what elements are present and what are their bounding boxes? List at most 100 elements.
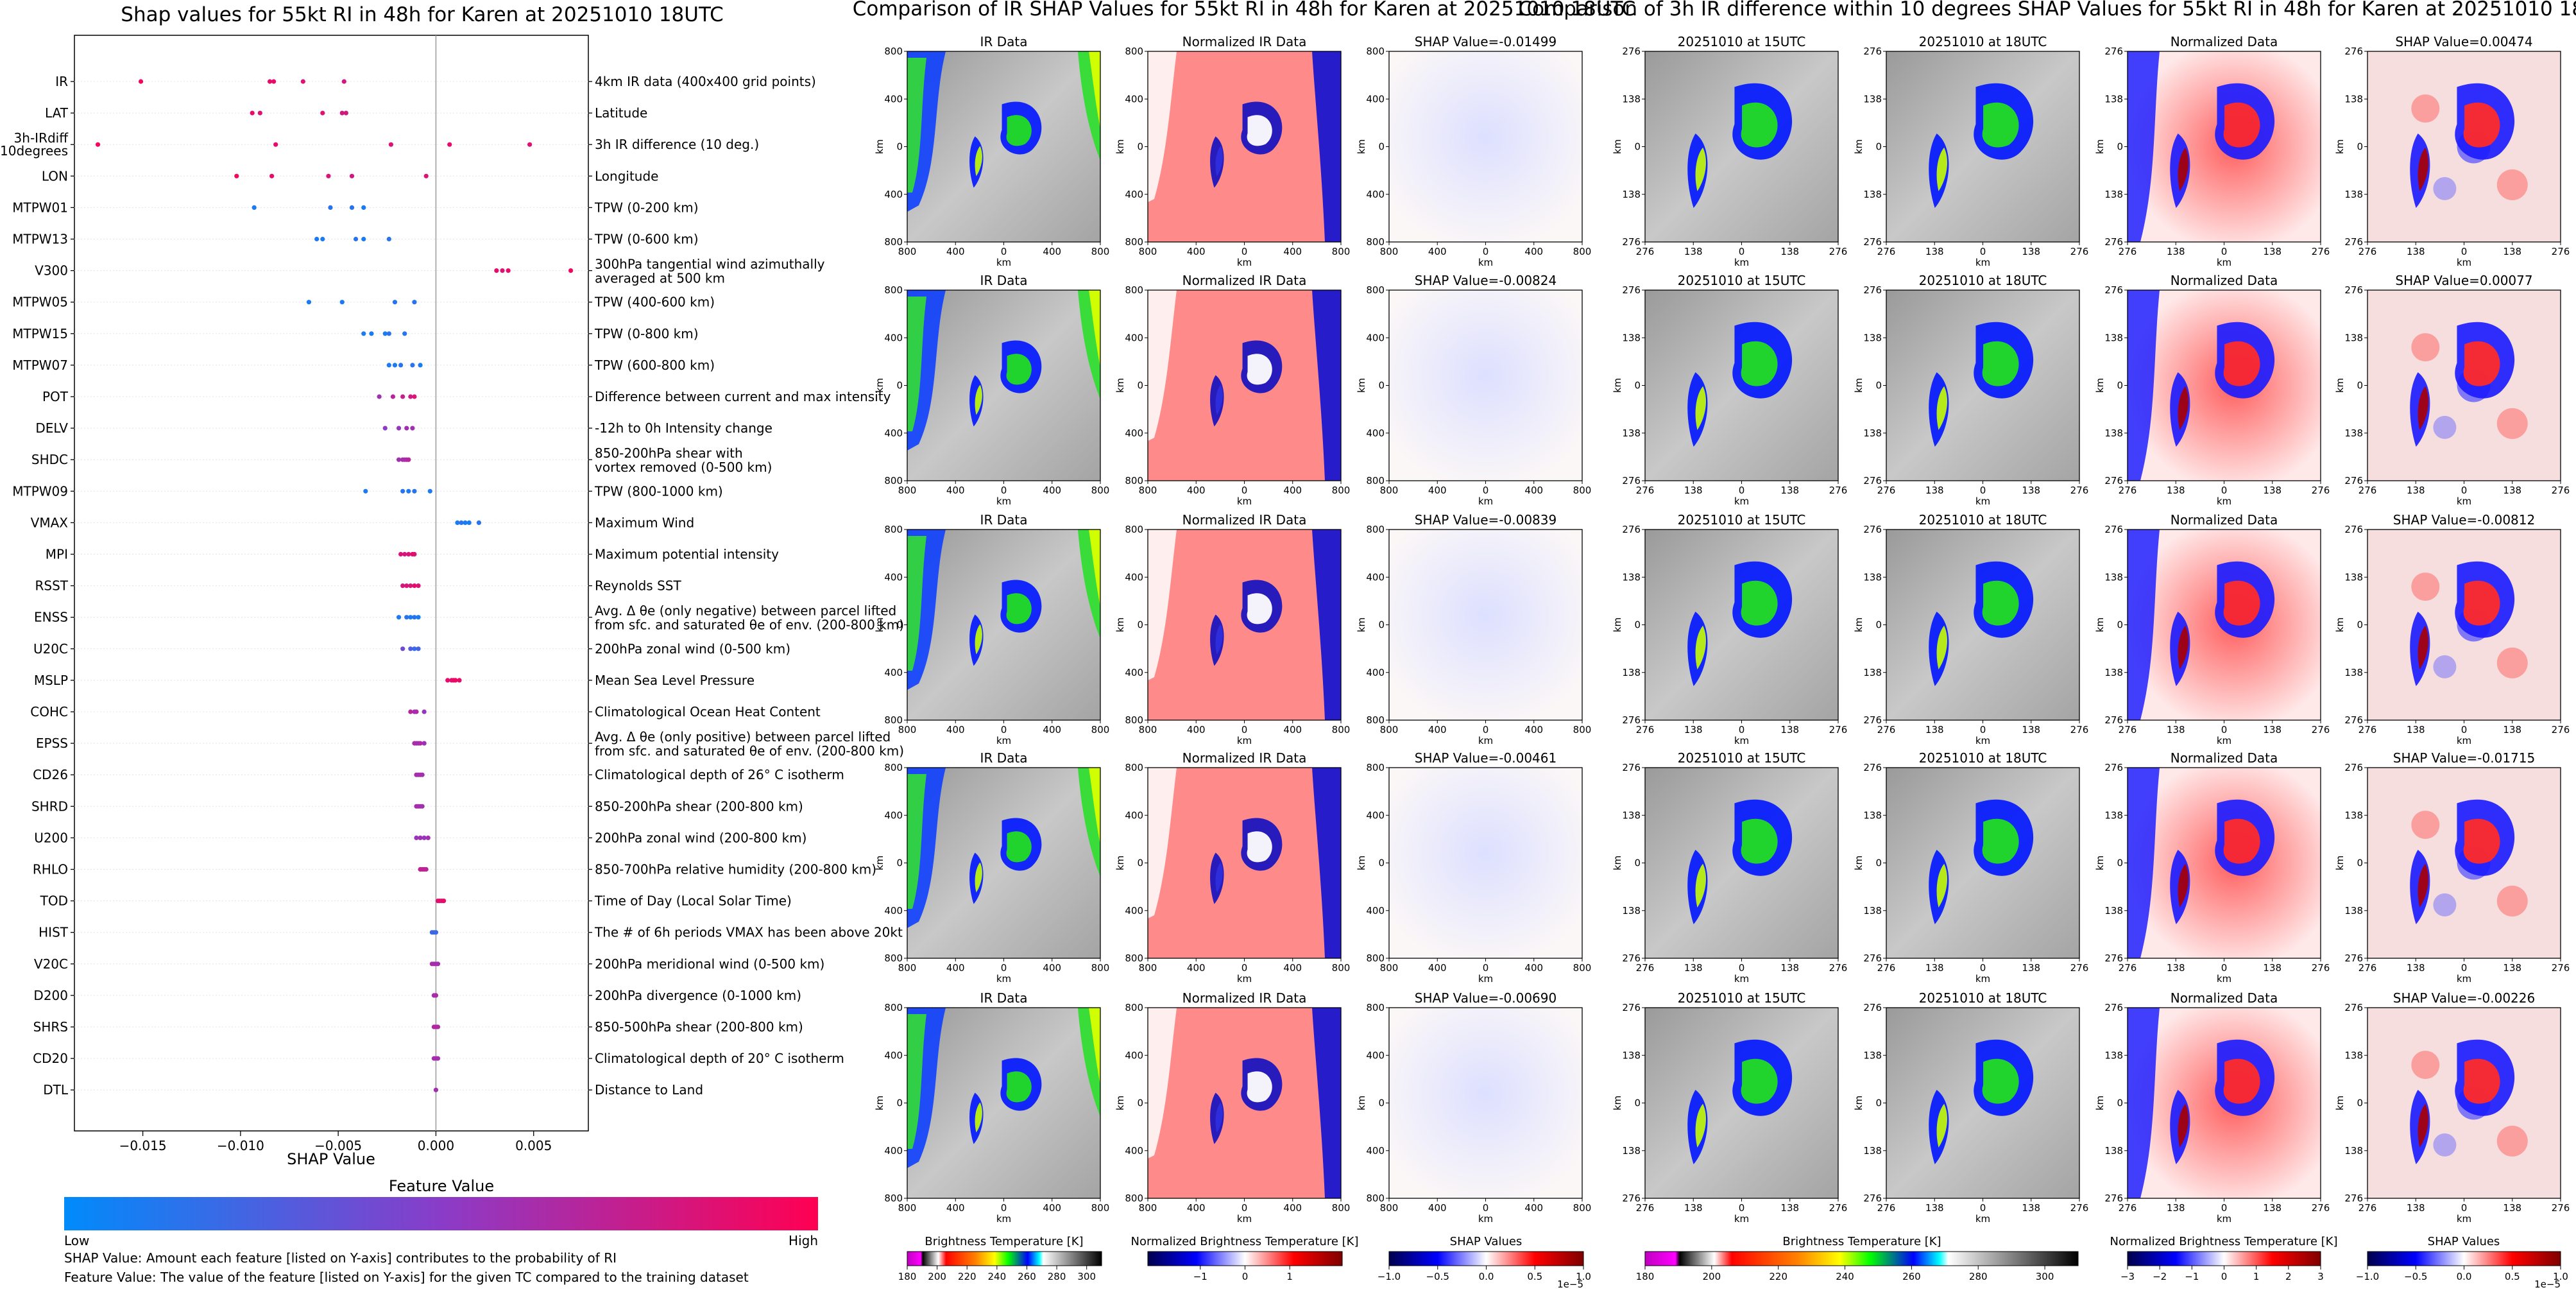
x-axis-label: SHAP Value <box>287 1150 375 1168</box>
x-tick-label: 800 <box>1139 1202 1157 1214</box>
y-axis-label: km <box>2094 1096 2106 1110</box>
y-tick-label: 138 <box>1622 93 1641 105</box>
y-tick-label: 800 <box>1366 714 1385 726</box>
y-tick-label: 276 <box>1622 46 1641 57</box>
x-tick-label: 800 <box>1380 246 1399 257</box>
colorbar-tick-label: 0.5 <box>1527 1271 1542 1282</box>
y-tick-label: 138 <box>1863 1049 1882 1061</box>
feature-code-label: MTPW07 <box>12 357 68 373</box>
x-tick-label: 400 <box>1524 246 1543 257</box>
colorbar-tick-label: 180 <box>898 1271 917 1282</box>
feature-code-label: MTPW15 <box>12 326 68 341</box>
y-axis-label: km <box>1612 1096 1623 1110</box>
y-tick-label: 138 <box>2104 667 2123 678</box>
shap-point <box>463 520 468 526</box>
x-tick-label: 0 <box>2221 246 2228 257</box>
feature-definition-note: Feature Value: The value of the feature … <box>64 1270 749 1285</box>
x-tick-label: 800 <box>898 724 917 736</box>
x-tick-label: 800 <box>1139 962 1157 974</box>
feature-value-colorbar <box>64 1197 818 1230</box>
shap-point <box>320 110 325 116</box>
shap-point <box>300 79 305 84</box>
shap-point <box>353 236 359 242</box>
shap-point <box>377 394 382 399</box>
map-panel-shapA: SHAP Value=-0.01499800800400400004004008… <box>1356 34 1591 268</box>
x-axis-label: km <box>1734 1213 1749 1225</box>
y-axis-label: km <box>1853 617 1864 632</box>
feature-description-label: 850-700hPa relative humidity (200-800 km… <box>595 862 876 877</box>
colorbar-tick-label: 0 <box>2221 1271 2228 1282</box>
feature-code-label: MTPW01 <box>12 200 68 215</box>
x-tick-label: 276 <box>2552 246 2570 257</box>
y-tick-label: 276 <box>1863 284 1882 296</box>
y-tick-label: 400 <box>1366 571 1385 583</box>
y-axis-label: km <box>2334 1096 2346 1110</box>
y-tick-label: 800 <box>884 236 903 248</box>
x-tick-label: 276 <box>2070 1202 2089 1214</box>
x-tick-label: 0 <box>1483 962 1489 974</box>
x-axis-label: km <box>1734 973 1749 985</box>
y-tick-label: 276 <box>2344 714 2363 726</box>
y-tick-label: 800 <box>1366 762 1385 773</box>
map-panel-t15: 20251010 at 15UTC27627613813800138138276… <box>1612 750 1847 985</box>
y-tick-label: 276 <box>1863 46 1882 57</box>
feature-description-label: 3h IR difference (10 deg.) <box>595 137 759 152</box>
colorbar-tick-label: 260 <box>1902 1271 1921 1282</box>
y-tick-label: 400 <box>1125 571 1143 583</box>
y-tick-label: 800 <box>1366 1002 1385 1013</box>
y-tick-label: 800 <box>1125 1002 1143 1013</box>
y-tick-label: 800 <box>1366 952 1385 964</box>
map-panel-nir: Normalized IR Data8008004004000040040080… <box>1114 273 1350 507</box>
y-tick-label: 276 <box>2344 284 2363 296</box>
y-tick-label: 400 <box>1125 667 1143 678</box>
x-tick-label: 800 <box>898 485 917 496</box>
x-tick-label: 0 <box>1241 246 1248 257</box>
y-tick-label: 0 <box>1137 1098 1143 1109</box>
y-axis-label: km <box>1612 856 1623 870</box>
y-tick-label: 0 <box>1875 619 1882 631</box>
colorbar-tick-label: −1.0 <box>1378 1271 1401 1282</box>
y-tick-label: 138 <box>1622 571 1641 583</box>
x-tick-label: 138 <box>1780 724 1799 736</box>
map-panel-nir: Normalized IR Data8008004004000040040080… <box>1114 750 1350 985</box>
y-tick-label: 276 <box>2344 1193 2363 1204</box>
shap-point <box>412 615 417 620</box>
x-tick-label: 138 <box>2407 246 2425 257</box>
y-tick-label: 276 <box>1622 1002 1641 1013</box>
x-tick-label: 138 <box>2263 246 2282 257</box>
x-tick-label: 276 <box>1829 1202 1848 1214</box>
x-tick-label: 276 <box>1877 485 1896 496</box>
shap-point <box>339 110 345 116</box>
shap-point <box>400 583 405 589</box>
colorbar-exponent: 1e−5 <box>2534 1279 2561 1289</box>
y-tick-label: 138 <box>2104 332 2123 343</box>
y-tick-label: 138 <box>2104 1049 2123 1061</box>
feature-code-label: U200 <box>34 830 68 845</box>
x-axis-label: km <box>1975 735 1990 746</box>
x-tick-label: 138 <box>2503 1202 2521 1214</box>
shap-definition-note: SHAP Value: Amount each feature [listed … <box>64 1250 617 1266</box>
ir-diff-section-title: Comparison of 3h IR difference within 10… <box>1518 0 2576 21</box>
y-tick-label: 800 <box>1366 284 1385 296</box>
panel-title: SHAP Value=-0.00824 <box>1415 273 1557 288</box>
y-tick-label: 276 <box>1863 952 1882 964</box>
x-tick-label: 138 <box>1684 246 1703 257</box>
y-tick-label: 138 <box>2344 667 2363 678</box>
shap-point <box>427 488 432 494</box>
x-tick-label: 0 <box>1739 724 1745 736</box>
shap-point <box>361 205 366 210</box>
y-tick-label: 400 <box>1125 427 1143 439</box>
y-tick-label: 0 <box>2117 1098 2123 1109</box>
shap-plot-title: Shap values for 55kt RI in 48h for Karen… <box>121 3 723 26</box>
x-tick-label: 138 <box>2167 246 2185 257</box>
shap-point <box>404 426 409 431</box>
colorbar-tick-label: 280 <box>1048 1271 1066 1282</box>
feature-description-label: 200hPa zonal wind (0-500 km) <box>595 641 790 657</box>
x-tick-label: 276 <box>2552 962 2570 974</box>
y-tick-label: 400 <box>884 667 903 678</box>
panel-title: IR Data <box>980 750 1028 766</box>
y-tick-label: 276 <box>2104 1002 2123 1013</box>
panel-title: Normalized Data <box>2171 273 2278 288</box>
y-tick-label: 138 <box>1622 427 1641 439</box>
